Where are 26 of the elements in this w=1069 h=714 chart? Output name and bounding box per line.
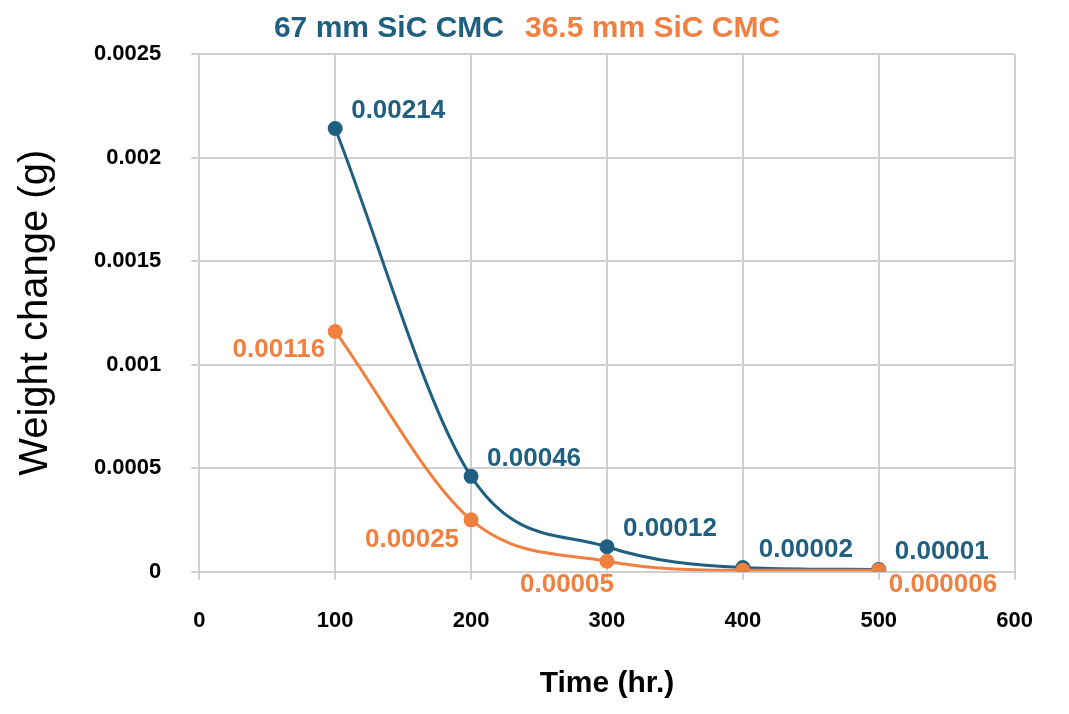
- data-label: 0.00005: [519, 568, 614, 599]
- y-tick-label: 0.002: [106, 143, 162, 169]
- x-axis-title: Time (hr.): [539, 665, 675, 699]
- y-tick-label: 0.0025: [93, 40, 162, 66]
- y-tick-label: 0.0005: [93, 454, 162, 480]
- y-tick-label: 0.0015: [93, 247, 162, 273]
- y-axis-title: Weight change (g): [11, 149, 56, 476]
- x-tick-label: 300: [588, 606, 626, 632]
- x-tick-label: 500: [860, 606, 898, 632]
- y-tick-label: 0.001: [106, 350, 162, 376]
- x-tick-label: 400: [724, 606, 762, 632]
- x-tick-label: 600: [996, 606, 1034, 632]
- data-label: 0.00214: [351, 93, 446, 124]
- text: 67 mm SiC CMC: [273, 10, 504, 44]
- data-label: 0.00012: [622, 511, 717, 542]
- data-label: 0.00116: [232, 332, 326, 363]
- x-tick-label: 200: [452, 606, 490, 632]
- data-label: 0.00046: [487, 441, 582, 472]
- data-label: 0.00002: [758, 532, 853, 563]
- text: 36.5 mm SiC CMC: [524, 10, 781, 44]
- data-label: 0.00025: [365, 523, 460, 554]
- y-tick-label: 0: [149, 557, 162, 583]
- x-tick-label: 0: [193, 606, 206, 632]
- data-label: 0.000006: [888, 567, 998, 598]
- data-label: 0.00001: [894, 534, 989, 565]
- x-tick-label: 100: [316, 606, 354, 632]
